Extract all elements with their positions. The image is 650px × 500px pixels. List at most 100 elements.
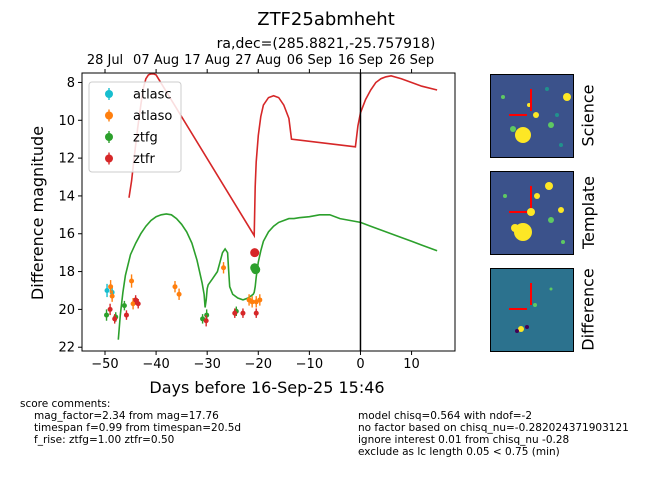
marker — [172, 284, 178, 290]
legend-label: ztfg — [133, 131, 158, 146]
marker — [176, 291, 182, 297]
score-comments: score comments: mag_factor=2.34 from mag=… — [20, 398, 241, 446]
template-stamp-label: Template — [578, 175, 598, 249]
y-tick-label: 8 — [67, 76, 75, 91]
y-tick-label: 14 — [58, 189, 75, 204]
data-point-atlaso — [130, 298, 136, 310]
data-point-ztfg — [104, 309, 110, 321]
marker — [130, 301, 136, 307]
data-point-ztfr — [133, 295, 139, 305]
data-point-ztfr — [135, 298, 141, 309]
x-tick-label: 10 — [403, 357, 420, 372]
model-curve-ztfr — [128, 73, 438, 239]
score-comments-heading: score comments: — [20, 398, 111, 410]
marker — [108, 284, 114, 290]
top-tick-label: 26 Sep — [389, 53, 434, 68]
model-comments: model chisq=0.564 with ndof=-2 no factor … — [358, 410, 629, 458]
marker — [249, 299, 255, 305]
top-tick-label: 06 Sep — [287, 53, 332, 68]
marker — [133, 297, 139, 303]
data-point-atlaso — [253, 296, 259, 308]
science-stamp-label: Science — [578, 83, 598, 147]
data-point-ztfr — [250, 248, 260, 258]
y-tick-label: 18 — [58, 265, 75, 280]
model-comment-line: model chisq=0.564 with ndof=-2 — [358, 410, 533, 422]
score-comment-line: timespan f=0.99 from timespan=20.5d — [34, 422, 242, 434]
marker — [129, 278, 135, 284]
difference-stamp-label: Difference — [578, 267, 598, 351]
marker — [109, 293, 115, 299]
marker — [251, 265, 261, 275]
marker — [104, 287, 110, 293]
top-tick-label: 28 Jul — [87, 53, 123, 68]
data-point-atlaso — [109, 290, 115, 302]
marker — [107, 306, 113, 312]
x-tick-label: −20 — [245, 357, 272, 372]
marker — [121, 303, 127, 309]
x-tick-label: −10 — [296, 357, 323, 372]
marker — [240, 310, 246, 316]
x-axis-ticks: −50 −40 −30 −20 −10 0 10 — [91, 351, 420, 372]
legend-entry-ztfr: ztfr — [105, 152, 155, 167]
data-point-ztfr — [232, 308, 238, 318]
legend-label: atlaso — [133, 109, 172, 124]
legend-entry-atlasc: atlasc — [105, 88, 172, 103]
legend-marker — [105, 111, 113, 120]
legend-marker — [105, 154, 113, 163]
legend-label: atlasc — [133, 88, 172, 103]
marker — [123, 312, 129, 318]
x-tick-label: −50 — [91, 357, 118, 372]
score-comment-line: f_rise: ztfg=1.00 ztfr=0.50 — [34, 434, 175, 446]
y-tick-label: 10 — [58, 114, 75, 129]
data-point-atlaso — [249, 296, 255, 308]
data-point-atlaso — [221, 262, 227, 274]
y-tick-label: 16 — [58, 227, 75, 242]
y-axis-ticks: 8 10 12 14 16 18 20 22 — [58, 76, 82, 356]
model-comment-line: no factor based on chisq_nu=-0.282024371… — [358, 422, 629, 434]
marker — [221, 265, 227, 271]
top-tick-label: 17 Aug — [184, 53, 230, 68]
data-point-atlaso — [129, 274, 135, 288]
marker — [112, 316, 118, 322]
chart-subtitle: ra,dec=(285.8821,-25.757918) — [217, 36, 436, 52]
data-point-ztfr — [253, 308, 259, 318]
marker — [232, 310, 238, 316]
data-point-ztfg — [251, 265, 261, 275]
x-tick-label: 0 — [356, 357, 364, 372]
model-curve-ztfg — [117, 213, 438, 340]
data-point-ztfg — [121, 300, 127, 311]
marker — [104, 312, 110, 318]
data-point-ztfr — [240, 308, 246, 318]
data-point-ztfr — [107, 303, 113, 316]
plot-frame — [81, 72, 456, 352]
legend: atlasc atlaso ztfg ztfr — [88, 81, 182, 173]
x-axis-label: Days before 16-Sep-25 15:46 — [149, 378, 384, 397]
data-point-atlaso — [108, 280, 114, 294]
top-date-axis: 28 Jul 07 Aug 17 Aug 27 Aug 06 Sep 16 Sep 26 S… — [87, 53, 434, 73]
legend-box — [88, 81, 182, 173]
y-tick-label: 12 — [58, 152, 75, 167]
template-stamp — [490, 171, 574, 255]
model-comment-line: exclude as lc length 0.05 < 0.75 (min) — [358, 446, 560, 458]
data-point-ztfr — [203, 315, 209, 327]
data-point-ztfr — [123, 310, 129, 320]
y-tick-label: 22 — [58, 341, 75, 356]
x-tick-label: −30 — [193, 357, 220, 372]
model-comment-line: ignore interest 0.01 from chisq_nu -0.28 — [358, 434, 570, 446]
marker — [253, 310, 259, 316]
data-point-ztfr — [112, 314, 118, 324]
legend-marker — [105, 133, 113, 141]
chart-title: ZTF25abmheht — [257, 9, 395, 30]
science-stamp — [490, 74, 574, 158]
x-tick-label: −40 — [142, 357, 169, 372]
score-comment-line: mag_factor=2.34 from mag=17.76 — [34, 410, 219, 422]
data-points — [104, 248, 263, 327]
data-point-atlasc — [104, 283, 110, 298]
legend-marker — [105, 90, 113, 98]
y-axis-label: Difference magnitude — [28, 126, 47, 300]
marker — [203, 318, 209, 324]
legend-label: ztfr — [133, 152, 155, 167]
data-point-atlaso — [172, 281, 178, 293]
y-tick-label: 20 — [58, 303, 75, 318]
marker — [250, 248, 260, 258]
